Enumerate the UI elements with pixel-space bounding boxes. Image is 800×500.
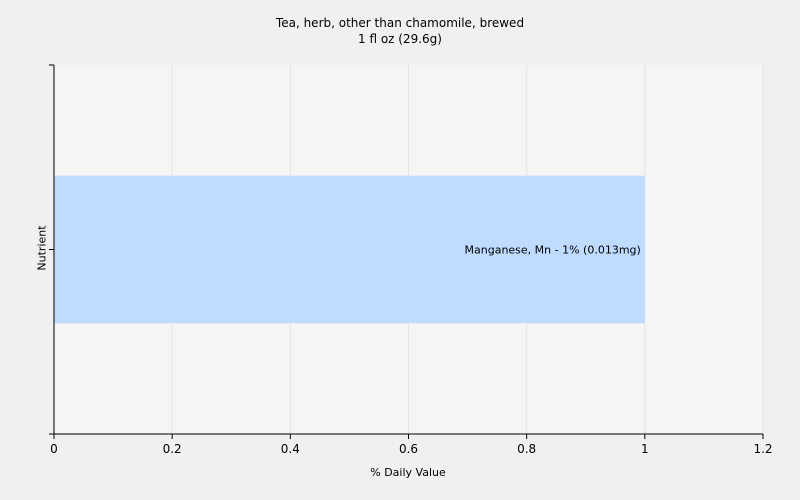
x-tick-label: 0.4 xyxy=(281,442,300,456)
bar-data-label: Manganese, Mn - 1% (0.013mg) xyxy=(465,244,641,257)
x-axis-label: % Daily Value xyxy=(370,466,446,479)
chart-title: Tea, herb, other than chamomile, brewed xyxy=(275,16,525,30)
x-tick-label: 1 xyxy=(641,442,649,456)
bar xyxy=(54,175,645,324)
x-tick-label: 1.2 xyxy=(753,442,772,456)
x-tick-label: 0.2 xyxy=(163,442,182,456)
y-axis-label: Nutrient xyxy=(35,225,49,271)
x-tick-label: 0.8 xyxy=(517,442,536,456)
x-tick-label: 0.6 xyxy=(399,442,418,456)
chart-subtitle: 1 fl oz (29.6g) xyxy=(358,32,442,46)
x-tick-label: 0 xyxy=(50,442,58,456)
